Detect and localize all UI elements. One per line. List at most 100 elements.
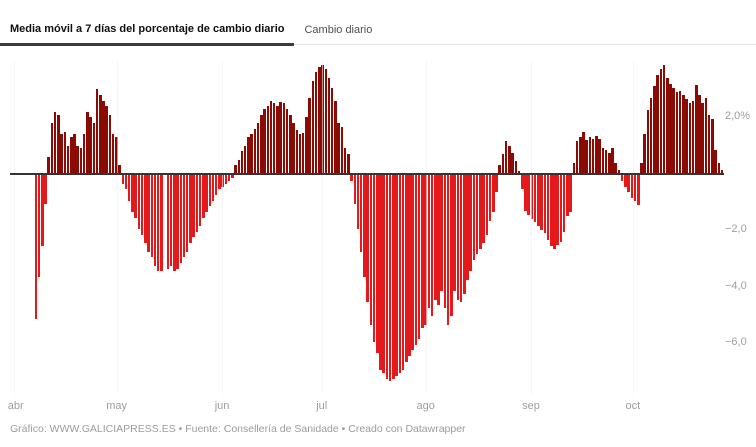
daily-change-bar — [314, 72, 318, 174]
daily-change-bar — [337, 123, 340, 174]
daily-change-bar — [395, 175, 398, 376]
daily-change-bar — [356, 175, 360, 229]
x-axis-label-sep: sep — [522, 400, 540, 412]
daily-change-bar — [124, 175, 128, 190]
daily-change-bar — [717, 162, 721, 174]
daily-change-bar — [260, 114, 263, 174]
daily-change-bar — [688, 103, 692, 174]
daily-change-bar — [89, 117, 92, 174]
daily-change-bar — [392, 175, 395, 379]
daily-change-bar — [495, 175, 498, 193]
daily-change-bar — [627, 175, 630, 193]
daily-change-bar — [430, 175, 434, 317]
daily-change-bar — [437, 175, 440, 306]
daily-change-bar — [192, 175, 195, 238]
chart-tab-bar: Media móvil a 7 días del porcentaje de c… — [0, 0, 756, 46]
chart-plot-area: 2,0% −2,0 −4,0 −6,0 — [10, 61, 750, 394]
daily-change-bar — [198, 175, 202, 227]
daily-change-bar — [289, 114, 292, 174]
daily-change-bar — [243, 145, 247, 174]
daily-change-bar — [475, 175, 479, 255]
daily-change-bar — [156, 175, 160, 272]
daily-change-bar — [82, 134, 86, 174]
daily-change-bar — [405, 175, 408, 362]
daily-change-bar — [385, 175, 389, 379]
daily-change-bar — [579, 137, 582, 174]
daily-change-bar — [379, 175, 382, 371]
daily-change-bar — [469, 175, 472, 272]
tab-media-movil-7-dias[interactable]: Media móvil a 7 días del porcentaje de c… — [0, 18, 295, 46]
daily-change-bar — [66, 145, 70, 174]
x-axis-label-may: may — [106, 400, 128, 412]
daily-change-bar — [53, 111, 57, 174]
daily-change-bar — [414, 175, 418, 345]
daily-change-bar — [298, 134, 302, 174]
daily-change-bar — [330, 87, 334, 174]
daily-change-bar — [343, 148, 347, 174]
daily-change-bar — [79, 148, 83, 174]
daily-change-bar — [714, 149, 717, 174]
daily-change-bar — [572, 162, 576, 174]
daily-change-bar — [672, 87, 675, 174]
daily-change-bar — [359, 175, 363, 252]
daily-change-bar — [637, 175, 640, 205]
daily-change-bar — [537, 175, 540, 227]
daily-change-bar — [173, 175, 176, 272]
daily-change-bar — [427, 175, 431, 308]
daily-change-bar — [440, 175, 443, 292]
daily-change-bar — [707, 114, 711, 174]
daily-change-bar — [98, 94, 102, 174]
daily-change-bar — [649, 97, 653, 174]
daily-change-bar — [202, 175, 205, 218]
daily-change-bar — [147, 175, 150, 252]
daily-change-bar — [562, 175, 566, 232]
daily-change-bar — [195, 175, 199, 232]
daily-change-bar — [569, 175, 572, 213]
daily-change-bar — [443, 175, 447, 308]
daily-change-bar — [324, 69, 328, 174]
daily-change-bar — [669, 83, 672, 174]
daily-change-bar — [524, 175, 527, 211]
daily-change-bar — [76, 145, 79, 174]
daily-change-bar — [318, 66, 321, 174]
daily-change-bar — [424, 175, 427, 325]
daily-change-bar — [453, 175, 456, 292]
daily-change-bar — [111, 134, 115, 174]
daily-change-bar — [666, 77, 669, 174]
daily-change-bar — [63, 131, 67, 174]
month-gridline-overlay — [632, 61, 634, 394]
y-axis-label: 2,0% — [725, 110, 751, 123]
daily-change-bar — [308, 97, 311, 174]
daily-change-bar — [108, 114, 112, 174]
daily-change-bar — [218, 175, 221, 190]
daily-change-bar — [601, 148, 605, 174]
daily-change-bar — [521, 175, 524, 190]
daily-change-bar — [701, 103, 704, 174]
month-gridline-overlay — [321, 61, 323, 394]
daily-change-bar — [95, 89, 99, 174]
tab-cambio-diario[interactable]: Cambio diario — [294, 19, 382, 44]
daily-change-bar — [105, 106, 108, 174]
daily-change-bar — [388, 175, 392, 382]
daily-change-bar — [179, 175, 183, 263]
daily-change-bar — [166, 175, 170, 269]
daily-change-bar — [334, 100, 337, 174]
daily-change-bar — [247, 137, 250, 174]
daily-change-bar — [675, 92, 679, 174]
daily-change-bar — [305, 117, 308, 174]
daily-change-bar — [153, 175, 157, 266]
daily-change-bar — [504, 141, 508, 174]
daily-change-bar — [60, 134, 63, 174]
daily-change-bar — [450, 175, 453, 317]
daily-change-bar — [366, 175, 369, 303]
daily-change-bar — [630, 175, 634, 198]
daily-change-bar — [556, 175, 559, 245]
x-axis-label-jun: jun — [214, 400, 230, 412]
daily-change-bar — [633, 175, 637, 201]
daily-change-bar — [363, 175, 366, 277]
daily-change-bar — [398, 175, 402, 373]
daily-change-bar — [585, 140, 588, 174]
daily-change-bar — [227, 175, 231, 182]
daily-change-bar — [456, 175, 460, 300]
daily-change-bar — [282, 103, 286, 174]
